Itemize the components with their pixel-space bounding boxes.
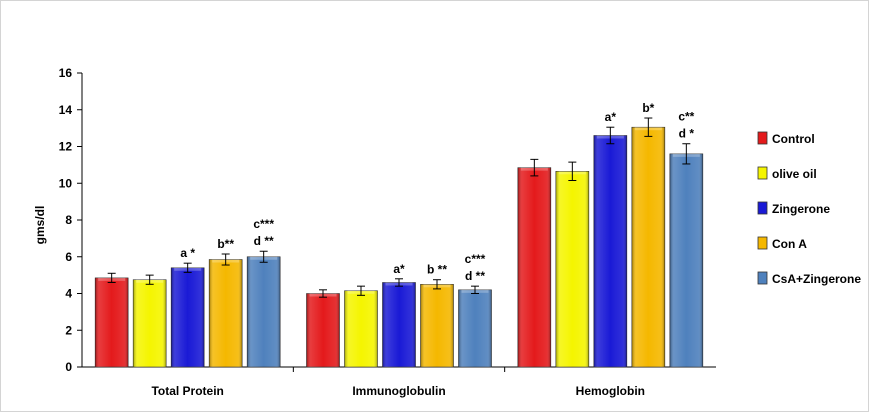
bar-shading	[171, 267, 205, 367]
legend-entry: olive oil	[772, 167, 817, 181]
bar-shading	[669, 153, 703, 367]
bar-shading	[555, 171, 589, 367]
legend-entry: Zingerone	[772, 202, 830, 216]
legend-entry: CsA+Zingerone	[772, 272, 861, 286]
y-tick-label: 6	[65, 250, 72, 264]
significance-label: a*	[605, 110, 617, 124]
y-tick-label: 12	[59, 140, 73, 154]
y-axis-label: gms/dl	[33, 206, 47, 245]
bar-shading	[382, 282, 416, 367]
bar-shading	[306, 293, 340, 367]
bar-shading	[420, 284, 454, 367]
legend-swatch	[757, 271, 768, 285]
significance-label: c**	[678, 110, 694, 124]
bar-shading	[247, 256, 281, 367]
legend-swatch	[757, 236, 768, 250]
legend-swatch	[757, 166, 768, 180]
significance-label: b**	[217, 237, 234, 251]
bar-shading	[344, 290, 378, 367]
significance-label: a*	[393, 262, 405, 276]
legend: Control olive oil Zingerone Con A CsA+Zinger…	[757, 131, 861, 286]
y-tick-label: 8	[65, 213, 72, 227]
significance-label: a *	[180, 246, 195, 260]
significance-label: d **	[465, 269, 485, 283]
bar-shading	[517, 167, 551, 367]
y-tick-label: 10	[59, 176, 73, 190]
y-tick-label: 4	[65, 287, 72, 301]
bar-shading	[458, 289, 492, 367]
y-tick-label: 14	[59, 103, 73, 117]
bar-shading	[95, 277, 129, 367]
significance-label: d *	[679, 127, 695, 141]
bar-shading	[209, 259, 243, 367]
legend-swatch	[757, 201, 768, 215]
legend-entry: Con A	[772, 237, 807, 251]
y-tick-label: 16	[59, 66, 73, 80]
significance-label: d **	[254, 234, 274, 248]
y-tick-label: 2	[65, 323, 72, 337]
x-category-label: Hemoglobin	[576, 384, 645, 398]
x-category-label: Immunoglobulin	[352, 384, 445, 398]
bar-shading	[593, 135, 627, 367]
significance-label: c***	[253, 217, 274, 231]
bar-shading	[133, 279, 167, 367]
significance-label: b*	[642, 101, 654, 115]
significance-label: b **	[427, 263, 447, 277]
significance-label: c***	[465, 252, 486, 266]
bar-shading	[631, 127, 665, 367]
y-tick-label: 0	[65, 360, 72, 374]
legend-swatch	[757, 131, 768, 145]
x-category-label: Total Protein	[151, 384, 223, 398]
plot-area: 0 2 4 6 8 10 12 14 16 Total Protein a * b** c*** d **…	[59, 66, 716, 398]
legend-entry: Control	[772, 132, 815, 146]
